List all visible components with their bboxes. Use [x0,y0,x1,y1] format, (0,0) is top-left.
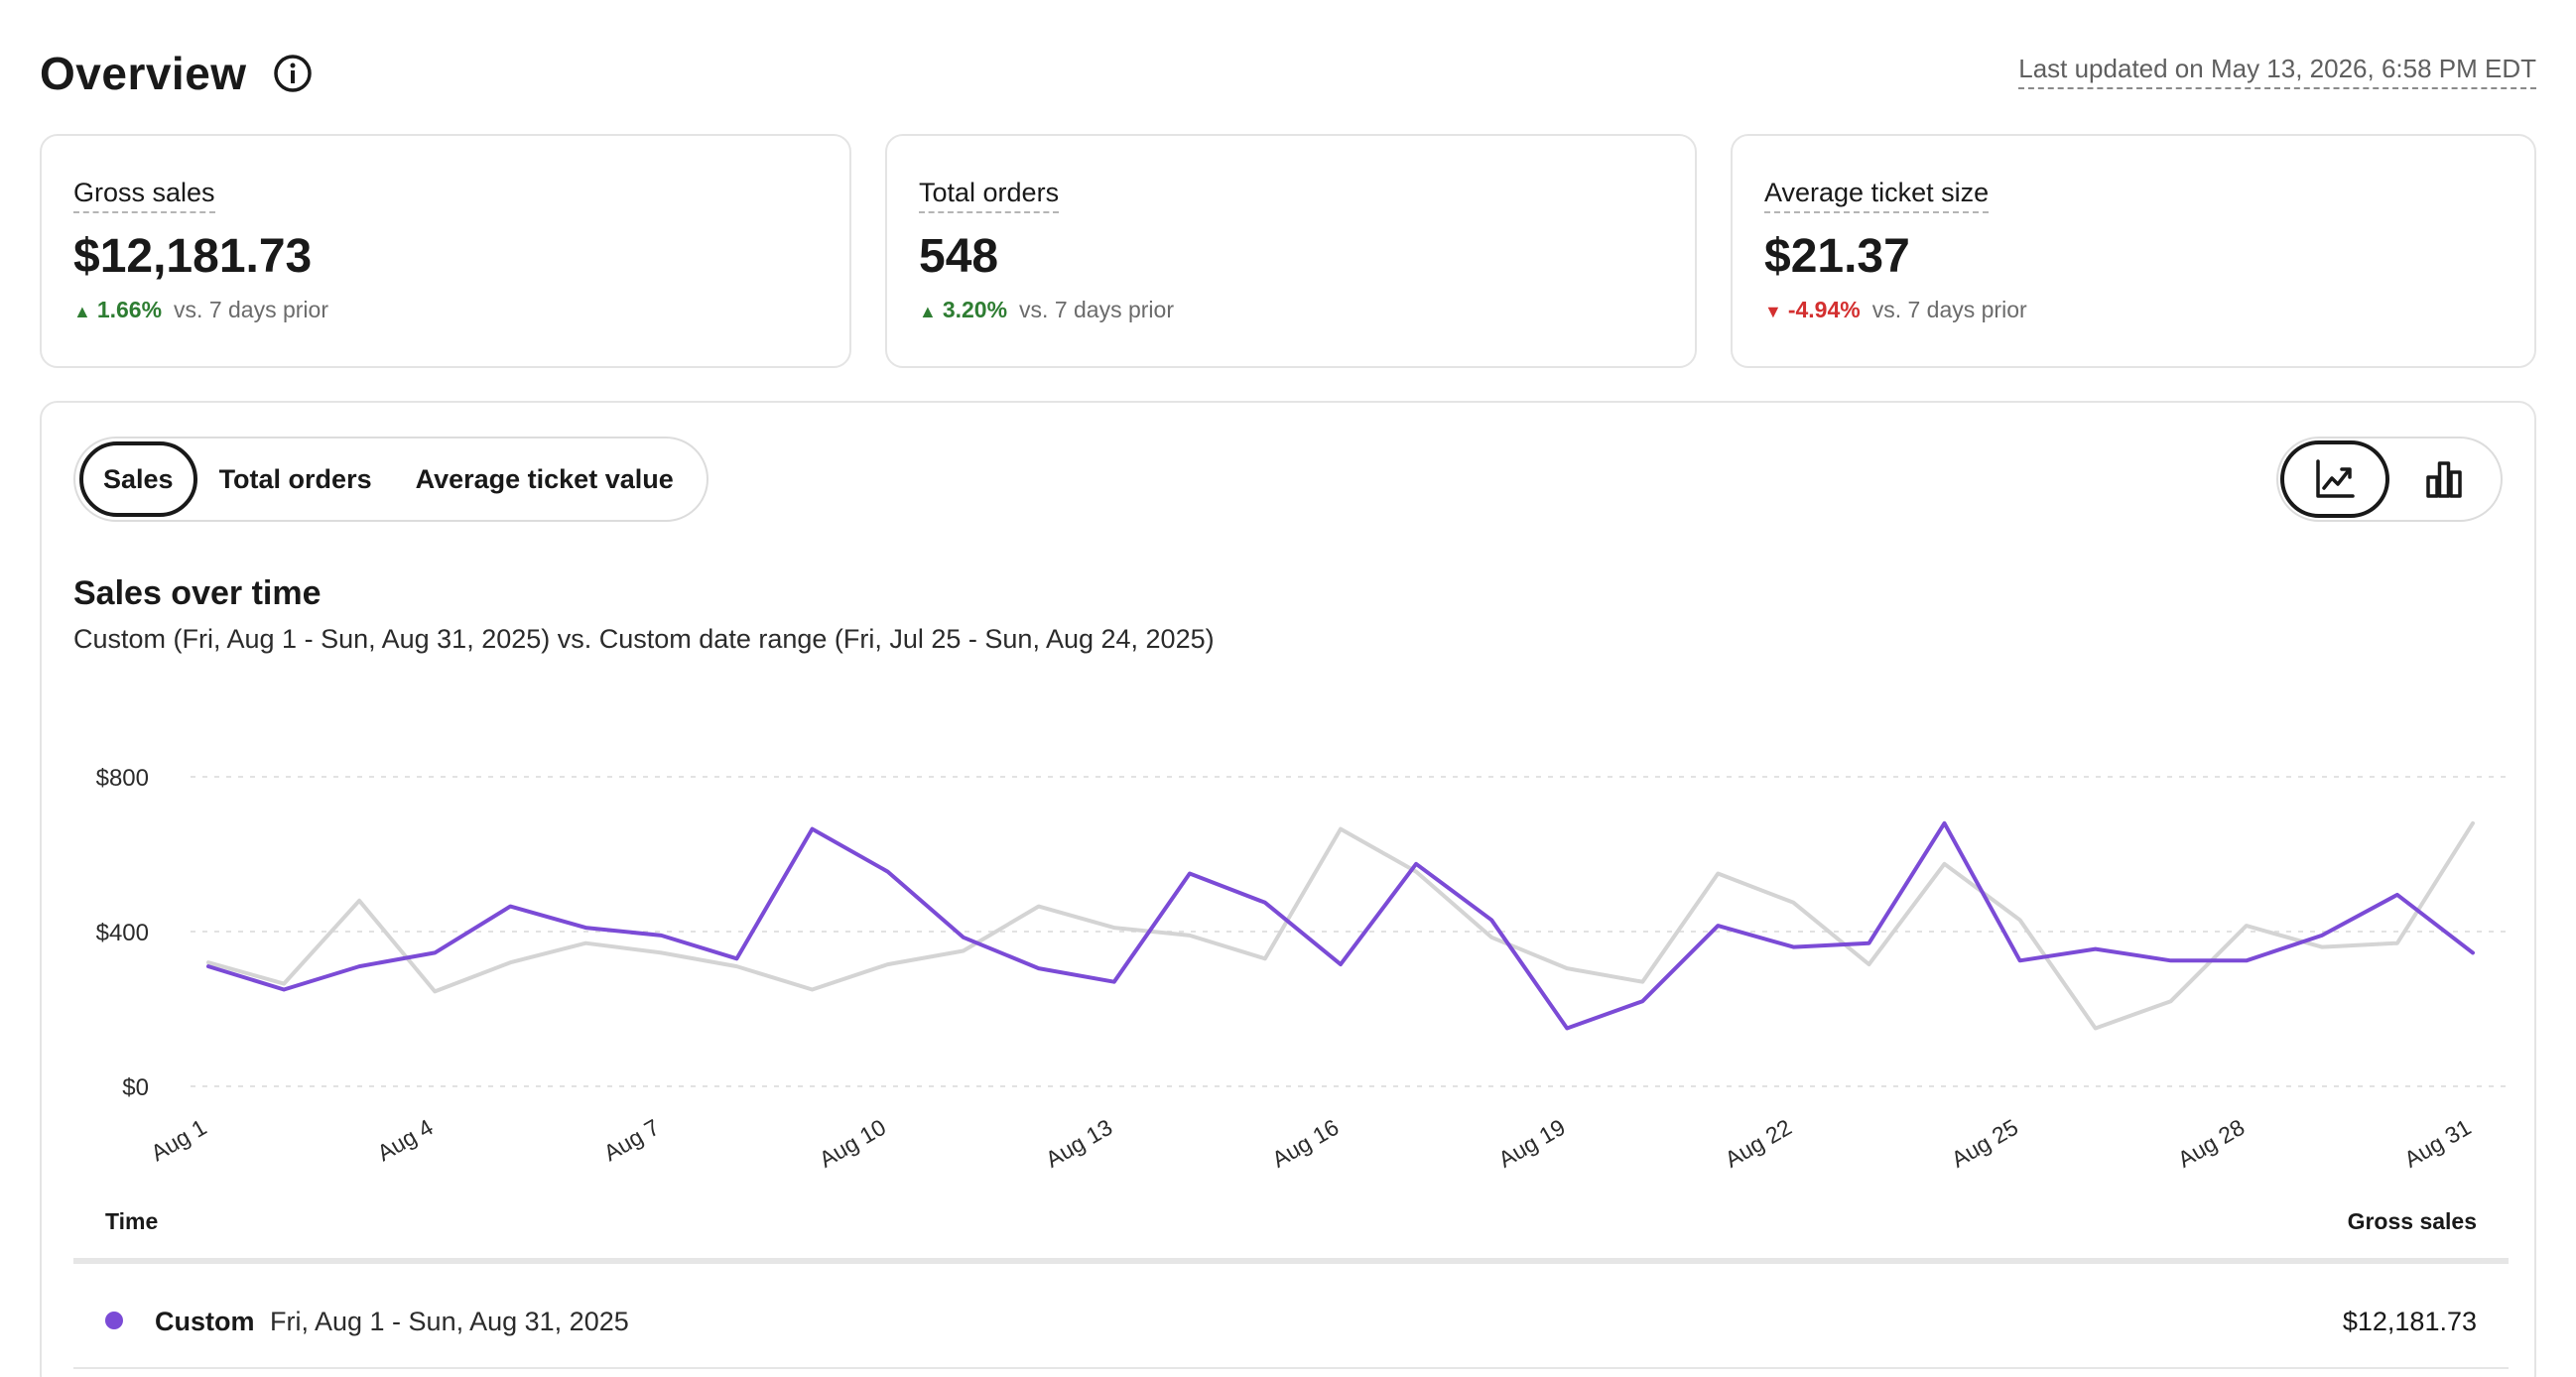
column-header-gross-sales: Gross sales [2347,1208,2477,1234]
kpi-delta: ▲ 3.20% vs. 7 days prior [919,295,1174,326]
trend-up-icon: ▲ [73,302,91,321]
metric-tabs: Sales Total orders Average ticket value [73,437,708,522]
tab-sales[interactable]: Sales [79,441,197,517]
kpi-label[interactable]: Total orders [919,176,1060,213]
x-tick-label: Aug 28 [2173,1114,2249,1173]
chart-type-toggle [2276,437,2503,522]
x-tick-label: Aug 10 [815,1114,890,1173]
x-tick-label: Aug 19 [1494,1114,1570,1173]
trend-down-icon: ▼ [1764,302,1782,321]
kpi-comparison: vs. 7 days prior [1019,297,1174,322]
x-tick-label: Aug 13 [1041,1114,1116,1173]
x-tick-label: Aug 7 [599,1114,664,1167]
row-label: Custom [155,1307,255,1336]
x-tick-label: Aug 4 [373,1114,438,1167]
x-tick-label: Aug 31 [2399,1114,2475,1173]
page-header: Overview Last updated on May 13, 2026, 6… [40,44,2536,103]
kpi-value: $12,181.73 [73,230,313,283]
page-title: Overview [40,48,247,99]
chart-subtitle: Custom (Fri, Aug 1 - Sun, Aug 31, 2025) … [73,624,1215,654]
tab-total-orders[interactable]: Total orders [218,463,372,494]
kpi-card-average-ticket-size: Average ticket size $21.37 ▼ -4.94% vs. 7 … [1731,134,2536,368]
series-line-previous [206,820,2475,1031]
last-updated-text[interactable]: Last updated on May 13, 2026, 6:58 PM ED… [2018,52,2536,89]
chart-panel: Sales Total orders Average ticket value … [40,401,2536,1377]
sales-line-chart: $800 $400 $0 Aug 1 Aug 4 Aug 7 Aug 10 Aug 13 Aug… [96,765,2511,1173]
kpi-value: $21.37 [1764,230,1910,283]
kpi-delta: ▲ 1.66% vs. 7 days prior [73,295,328,326]
y-tick-label: $800 [96,765,149,792]
y-tick-label: $400 [96,920,149,946]
kpi-card-total-orders: Total orders 548 ▲ 3.20% vs. 7 days prior [885,134,1697,368]
line-chart-icon [2316,459,2355,498]
x-tick-label: Aug 1 [146,1114,210,1167]
info-circle-icon[interactable] [273,54,313,93]
chart-title: Sales over time [73,574,322,612]
x-tick-label: Aug 25 [1947,1114,2022,1173]
kpi-change: 1.66% [96,297,163,322]
kpi-label[interactable]: Average ticket size [1764,176,1990,213]
table-header: Time Gross sales [73,1206,2509,1264]
y-tick-label: $0 [122,1074,149,1101]
column-header-time: Time [105,1208,159,1234]
x-tick-label: Aug 22 [1721,1114,1796,1173]
kpi-value: 548 [919,230,999,283]
line-chart-button[interactable] [2280,440,2390,518]
tab-average-ticket-value[interactable]: Average ticket value [415,463,674,494]
kpi-comparison: vs. 7 days prior [1871,297,2027,322]
table-row: Custom Fri, Aug 1 - Sun, Aug 31, 2025 $1… [73,1270,2509,1369]
kpi-change: 3.20% [942,297,1008,322]
x-tick-label: Aug 16 [1267,1114,1343,1173]
kpi-delta: ▼ -4.94% vs. 7 days prior [1764,295,2027,326]
kpi-label[interactable]: Gross sales [73,176,215,213]
kpi-change: -4.94% [1787,297,1861,322]
kpi-comparison: vs. 7 days prior [174,297,328,322]
row-date-range: Fri, Aug 1 - Sun, Aug 31, 2025 [270,1307,629,1336]
trend-up-icon: ▲ [919,302,937,321]
bar-chart-icon [2426,461,2462,498]
bar-chart-button[interactable] [2389,440,2499,518]
kpi-card-gross-sales: Gross sales $12,181.73 ▲ 1.66% vs. 7 days … [40,134,851,368]
row-gross-sales: $12,181.73 [2342,1307,2477,1336]
series-line-current [206,820,2475,1031]
series-color-dot [105,1312,123,1329]
